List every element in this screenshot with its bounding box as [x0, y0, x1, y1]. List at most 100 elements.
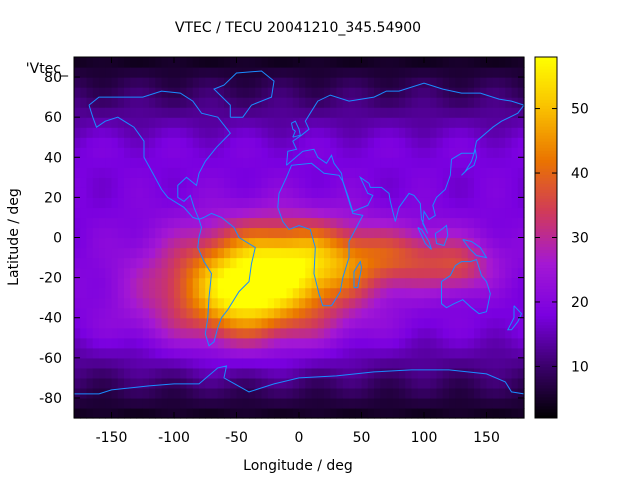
heatmap-cell	[317, 57, 325, 68]
heatmap-cell	[180, 167, 188, 178]
heatmap-cell	[242, 387, 250, 399]
heatmap-cell	[80, 247, 88, 259]
colorbar-segment	[535, 165, 557, 169]
heatmap-cell	[486, 187, 494, 198]
heatmap-cell	[205, 267, 213, 279]
heatmap-cell	[155, 187, 163, 198]
heatmap-cell	[355, 407, 363, 419]
heatmap-cell	[361, 407, 369, 419]
heatmap-cell	[124, 257, 131, 269]
heatmap-cell	[380, 257, 388, 269]
heatmap-cell	[430, 307, 438, 319]
heatmap-cell	[349, 397, 356, 409]
heatmap-cell	[342, 407, 350, 419]
heatmap-cell	[255, 237, 263, 249]
heatmap-cell	[124, 137, 131, 148]
heatmap-cell	[249, 197, 256, 209]
heatmap-cell	[424, 347, 431, 359]
heatmap-cell	[286, 57, 294, 68]
heatmap-cell	[461, 367, 469, 379]
heatmap-cell	[167, 327, 175, 339]
heatmap-cell	[217, 277, 225, 289]
colorbar-segment	[535, 57, 557, 61]
heatmap-cell	[342, 267, 350, 279]
heatmap-cell	[330, 77, 338, 88]
heatmap-cell	[305, 187, 313, 198]
heatmap-cell	[280, 297, 288, 309]
heatmap-cell	[349, 57, 356, 68]
heatmap-cell	[255, 257, 263, 269]
heatmap-cell	[436, 267, 444, 279]
heatmap-cell	[511, 367, 519, 379]
heatmap-cell	[224, 177, 231, 188]
heatmap-cell	[367, 377, 375, 389]
heatmap-cell	[174, 167, 181, 178]
heatmap-cell	[492, 147, 500, 158]
heatmap-cell	[155, 347, 163, 359]
heatmap-cell	[92, 147, 100, 158]
heatmap-cell	[255, 327, 263, 339]
heatmap-cell	[430, 247, 438, 259]
heatmap-cell	[474, 127, 481, 138]
heatmap-cell	[405, 227, 413, 239]
heatmap-cell	[136, 387, 144, 399]
heatmap-cell	[136, 307, 144, 319]
heatmap-cell	[99, 247, 106, 259]
heatmap-cell	[86, 67, 94, 78]
heatmap-cell	[86, 367, 94, 379]
heatmap-cell	[411, 337, 419, 349]
heatmap-cell	[267, 387, 275, 399]
heatmap-cell	[505, 127, 513, 138]
heatmap-cell	[430, 177, 438, 188]
heatmap-cell	[517, 327, 525, 339]
heatmap-cell	[380, 167, 388, 178]
heatmap-cell	[330, 357, 338, 369]
heatmap-cell	[211, 257, 219, 269]
heatmap-cell	[74, 367, 81, 379]
heatmap-cell	[342, 127, 350, 138]
heatmap-cell	[474, 277, 481, 289]
heatmap-cell	[374, 297, 381, 309]
heatmap-cell	[342, 157, 350, 168]
heatmap-cell	[180, 407, 188, 419]
heatmap-cell	[474, 247, 481, 259]
heatmap-cell	[224, 407, 231, 419]
heatmap-cell	[99, 97, 106, 108]
heatmap-cell	[499, 307, 506, 319]
heatmap-cell	[349, 317, 356, 329]
heatmap-cell	[286, 127, 294, 138]
heatmap-cell	[130, 317, 138, 329]
heatmap-cell	[167, 247, 175, 259]
heatmap-cell	[474, 187, 481, 198]
heatmap-cell	[367, 177, 375, 188]
heatmap-cell	[124, 387, 131, 399]
heatmap-cell	[86, 227, 94, 239]
heatmap-cell	[80, 207, 88, 219]
heatmap-cell	[224, 197, 231, 209]
heatmap-cell	[136, 377, 144, 389]
heatmap-cell	[392, 247, 400, 259]
heatmap-cell	[461, 137, 469, 148]
colorbar-segment	[535, 195, 557, 199]
heatmap-cell	[424, 67, 431, 78]
x-tick-label: 50	[353, 430, 371, 446]
heatmap-cell	[317, 127, 325, 138]
heatmap-cell	[480, 347, 488, 359]
heatmap-cell	[455, 67, 463, 78]
heatmap-cell	[142, 277, 150, 289]
heatmap-cell	[124, 157, 131, 168]
heatmap-cell	[505, 107, 513, 118]
heatmap-cell	[380, 307, 388, 319]
heatmap-cell	[324, 397, 331, 409]
colorbar-segment	[535, 384, 557, 389]
heatmap-cell	[355, 127, 363, 138]
heatmap-cell	[436, 87, 444, 98]
colorbar-segment	[535, 315, 557, 320]
colorbar-segment	[535, 72, 557, 76]
heatmap-cell	[399, 317, 406, 329]
heatmap-cell	[492, 117, 500, 128]
heatmap-cell	[449, 267, 456, 279]
heatmap-cell	[486, 227, 494, 239]
heatmap-cell	[417, 377, 425, 389]
heatmap-cell	[399, 177, 406, 188]
